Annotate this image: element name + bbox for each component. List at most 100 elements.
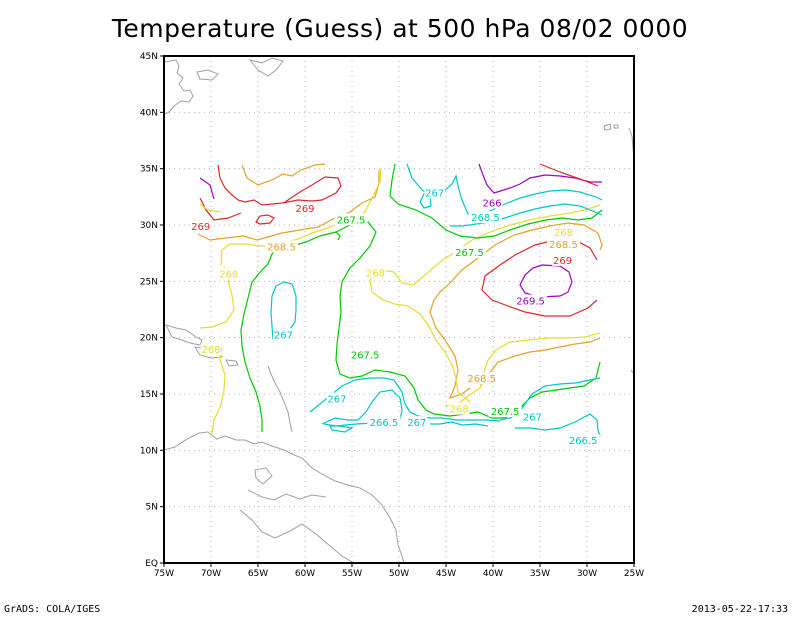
contour-label: 267 (274, 330, 293, 341)
contour-label: 267 (425, 188, 444, 199)
contour-label-bg (553, 225, 574, 238)
coastlines (162, 57, 635, 564)
contour-label-bg (481, 196, 503, 209)
x-tick-label: 65W (248, 569, 268, 579)
contour-label: 267.5 (491, 407, 520, 418)
contour-yellow-west2 (199, 265, 235, 329)
x-tick-label: 25W (624, 569, 644, 579)
contour-green-small (335, 231, 341, 241)
coast-greater-antilles (165, 324, 203, 346)
y-tick-label: EQ (145, 559, 158, 569)
contour-label-bg (552, 253, 573, 266)
contour-label: 268 (219, 269, 238, 280)
contour-label: 266.5 (569, 436, 598, 447)
contour-label: 267.5 (351, 351, 380, 362)
contour-yellow-center (369, 269, 471, 403)
contour-red-nw (217, 164, 342, 206)
contour-label: 267 (523, 413, 542, 424)
contour-label: 268 (201, 345, 220, 356)
contour-label-bg (218, 267, 240, 280)
contour-label-bg (453, 246, 486, 259)
contour-label-bg (488, 404, 522, 417)
contour-yellow-se (444, 332, 601, 407)
contour-label: 268.5 (549, 240, 578, 251)
y-tick-label: 20N (140, 334, 158, 344)
contour-label: 269 (191, 222, 210, 233)
contour-label-bg (514, 294, 548, 307)
y-tick-label: 35N (140, 165, 158, 175)
contour-label: 268.5 (267, 242, 296, 253)
axis-ticks: 75W 70W 65W 60W 55W 50W 45W 40W 35W 30W 25W EQ 5N 10N… (140, 52, 644, 579)
contour-green-north (389, 163, 603, 239)
contour-label: 266.5 (370, 418, 399, 429)
contour-label-bg (200, 342, 222, 355)
contour-orange-west (197, 170, 380, 241)
coast-inland-delta (254, 467, 273, 485)
contour-label: 267 (407, 418, 426, 429)
map-title: Temperature (Guess) at 500 hPa 08/02 000… (111, 14, 689, 43)
y-tick-label: 5N (146, 503, 158, 513)
contour-labels: 269269268.5267.5268267268268267266268.52… (190, 186, 600, 447)
render-timestamp: 2013-05-22-17:33 (691, 604, 788, 615)
coast-south-america (163, 431, 405, 564)
coast-interior (239, 509, 353, 563)
y-tick-label: 30N (140, 221, 158, 231)
contour-cyan-se2 (515, 413, 601, 437)
contour-label-bg (294, 202, 316, 215)
coast-lesser-antilles (267, 365, 293, 433)
contour-label: 268 (554, 228, 573, 239)
contour-label-bg (348, 348, 382, 361)
x-tick-label: 35W (530, 569, 550, 579)
contour-cyan-south2 (321, 389, 403, 427)
coast-madeira (603, 123, 612, 131)
y-tick-label: 40N (140, 108, 158, 118)
contour-yellow-west (220, 167, 382, 267)
contour-yellow-caribbean (211, 346, 226, 435)
contour-label-bg (448, 402, 470, 415)
grid-lines (164, 56, 634, 563)
contour-label-bg (326, 392, 348, 405)
contour-red-south (199, 197, 242, 221)
contour-purple-nw (199, 177, 215, 200)
contour-label-bg (566, 434, 600, 447)
x-tick-label: 75W (154, 569, 174, 579)
contour-label-bg (365, 266, 386, 279)
contour-red-small (255, 214, 275, 225)
contour-cyan-small2 (329, 425, 354, 433)
contour-label-bg (547, 238, 580, 251)
y-tick-label: 45N (140, 52, 158, 62)
grads-credit: GrADS: COLA/IGES (4, 604, 101, 615)
coast-nova-scotia (196, 69, 219, 81)
y-tick-label: 10N (140, 446, 158, 456)
contour-label-bg (367, 416, 401, 429)
contour-label-bg (468, 211, 502, 224)
contour-yellow-nw (199, 203, 221, 213)
contour-label-bg (190, 220, 211, 233)
contour-orange-southeast (479, 337, 601, 388)
contour-label-bg (273, 328, 294, 341)
contour-orange-east (429, 222, 603, 399)
contour-label: 269 (295, 204, 314, 215)
contour-label-bg (406, 416, 428, 429)
x-tick-label: 55W (342, 569, 362, 579)
contour-green-center (335, 221, 601, 419)
contour-label: 268 (450, 405, 469, 416)
contour-label-bg (424, 186, 446, 199)
y-tick-label: 15N (140, 390, 158, 400)
contour-label: 268.5 (467, 374, 496, 385)
contour-label-bg (522, 410, 543, 423)
coast-river (247, 489, 327, 501)
x-tick-label: 30W (577, 569, 597, 579)
contour-purple-high (519, 264, 573, 298)
contour-label: 266 (483, 198, 502, 209)
contour-yellow-east (393, 204, 601, 286)
contour-purple-north (478, 163, 602, 194)
contour-cyan-south3 (430, 421, 489, 427)
coast-puerto-rico (225, 359, 239, 367)
contour-red-east (539, 163, 599, 187)
coast-northeast (162, 59, 194, 116)
contour-label: 268.5 (471, 213, 500, 224)
contour-label-bg (334, 213, 368, 226)
contour-label-bg (465, 372, 499, 385)
